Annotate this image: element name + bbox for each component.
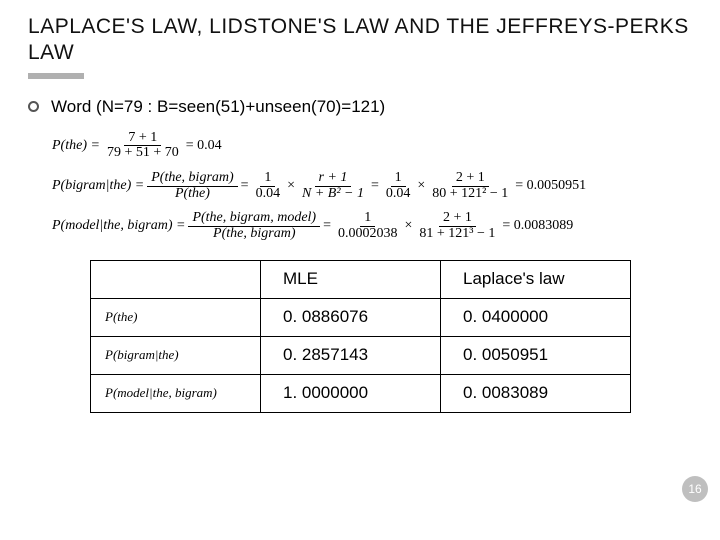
cell-mle: 0. 0886076 <box>261 298 441 336</box>
row-label: P(bigram|the) <box>91 336 261 374</box>
cell-laplace: 0. 0083089 <box>441 374 631 412</box>
table-header-row: MLE Laplace's law <box>91 260 631 298</box>
equations-block: P(the) = 7 + 179 + 51 + 70 = 0.04 P(bigr… <box>52 131 692 242</box>
equation-1: P(the) = 7 + 179 + 51 + 70 = 0.04 <box>52 131 692 161</box>
cell-laplace: 0. 0050951 <box>441 336 631 374</box>
table-row: P(the) 0. 0886076 0. 0400000 <box>91 298 631 336</box>
results-table: MLE Laplace's law P(the) 0. 0886076 0. 0… <box>90 260 631 413</box>
page-number-badge: 16 <box>682 476 708 502</box>
cell-laplace: 0. 0400000 <box>441 298 631 336</box>
header-mle: MLE <box>261 260 441 298</box>
cell-mle: 1. 0000000 <box>261 374 441 412</box>
slide-title: LAPLACE'S LAW, LIDSTONE'S LAW AND THE JE… <box>28 14 692 67</box>
header-blank <box>91 260 261 298</box>
equation-2: P(bigram|the) = P(the, bigram)P(the) = 1… <box>52 171 692 201</box>
bullet-icon <box>28 101 39 112</box>
row-label: P(model|the, bigram) <box>91 374 261 412</box>
page-number: 16 <box>688 482 701 496</box>
table-row: P(bigram|the) 0. 2857143 0. 0050951 <box>91 336 631 374</box>
row-label: P(the) <box>91 298 261 336</box>
bullet-item: Word (N=79 : B=seen(51)+unseen(70)=121) <box>28 97 692 117</box>
accent-bar <box>28 73 84 79</box>
cell-mle: 0. 2857143 <box>261 336 441 374</box>
table-row: P(model|the, bigram) 1. 0000000 0. 00830… <box>91 374 631 412</box>
equation-3: P(model|the, bigram) = P(the, bigram, mo… <box>52 211 692 241</box>
header-laplace: Laplace's law <box>441 260 631 298</box>
results-table-wrap: MLE Laplace's law P(the) 0. 0886076 0. 0… <box>90 260 692 413</box>
bullet-text: Word (N=79 : B=seen(51)+unseen(70)=121) <box>51 97 385 117</box>
